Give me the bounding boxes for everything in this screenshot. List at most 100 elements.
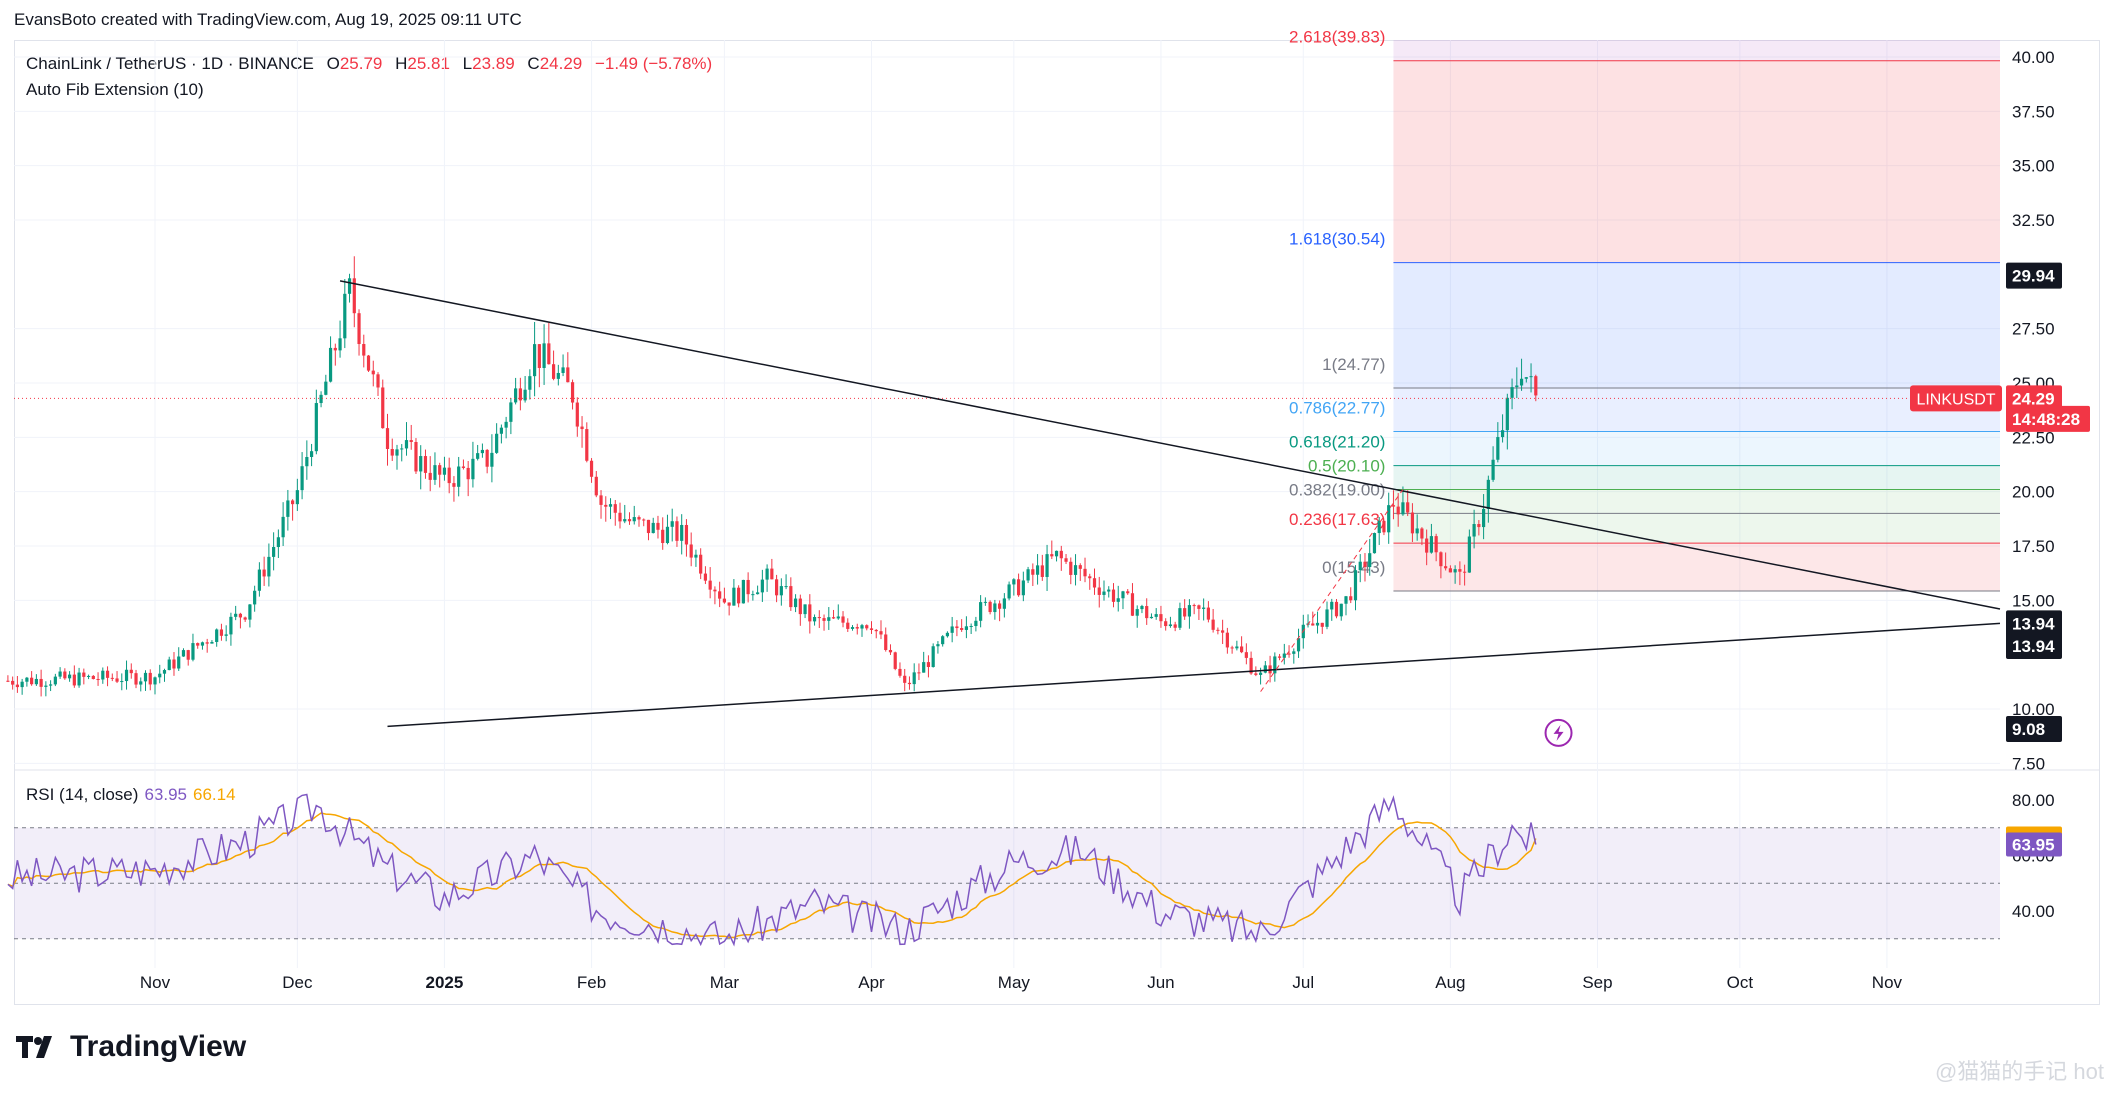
- candle-body: [656, 522, 660, 530]
- candle-body: [865, 625, 869, 629]
- candle-body: [476, 453, 480, 459]
- fib-level-label: 0(15.43): [1322, 558, 1385, 577]
- candle-body: [879, 631, 883, 635]
- candle-body: [1353, 570, 1358, 601]
- candle-body: [1135, 609, 1139, 616]
- candle-body: [570, 382, 575, 403]
- candle-body: [646, 519, 651, 534]
- price-tag: [2006, 715, 2062, 742]
- indicator-legend[interactable]: Auto Fib Extension (10): [26, 80, 204, 99]
- chart-credit: EvansBoto created with TradingView.com, …: [14, 10, 522, 29]
- x-tick-label: Feb: [577, 973, 606, 992]
- price-tag: [2006, 610, 2062, 637]
- candle-body: [1486, 479, 1490, 509]
- chart-frame: [14, 40, 2100, 1005]
- candle-body: [1249, 657, 1253, 674]
- candle-body: [177, 656, 181, 669]
- candle-body: [746, 579, 750, 595]
- candle-body: [893, 652, 897, 669]
- candle-body: [172, 659, 176, 669]
- candle-body: [267, 556, 271, 577]
- fib-level-label: 2.618(39.83): [1289, 28, 1385, 47]
- x-tick-label: Sep: [1582, 973, 1612, 992]
- close-label: C: [527, 54, 540, 73]
- candle-body: [452, 483, 456, 487]
- tradingview-logo[interactable]: TradingView: [16, 1030, 246, 1064]
- candle-body: [1045, 554, 1049, 577]
- y-tick-label: 15.00: [2012, 591, 2055, 610]
- candle-body: [314, 403, 318, 452]
- candle-body: [950, 626, 954, 633]
- candle-body: [798, 598, 802, 615]
- candle-body: [1325, 609, 1329, 627]
- candle-body: [784, 586, 788, 588]
- candle-body: [1016, 579, 1021, 596]
- candle-body: [542, 343, 546, 368]
- candle-body: [1140, 606, 1144, 610]
- candle-body: [594, 476, 598, 496]
- fib-level-label: 0.618(21.20): [1289, 433, 1385, 452]
- high-value: 25.81: [407, 54, 450, 73]
- candle-body: [760, 579, 764, 593]
- rsi-y-tick-label: 40.00: [2012, 902, 2055, 921]
- candle-body: [1083, 568, 1087, 577]
- symbol-price-tag-label: LINKUSDT: [1916, 391, 1995, 408]
- candle-body: [1192, 605, 1196, 607]
- candle-body: [575, 402, 579, 427]
- candle-body: [129, 669, 133, 674]
- candle-body: [547, 343, 551, 365]
- candle-body: [1107, 589, 1111, 592]
- candle-body: [305, 457, 309, 467]
- candle-body: [1282, 653, 1286, 658]
- candle-body: [1111, 589, 1116, 602]
- candle-body: [148, 672, 152, 685]
- candle-body: [1320, 622, 1324, 627]
- candle-body: [44, 685, 48, 687]
- y-tick-label: 7.50: [2012, 754, 2045, 773]
- y-tick-label: 27.50: [2012, 320, 2055, 339]
- candle-body: [134, 673, 138, 685]
- candle-body: [684, 524, 689, 545]
- candle-body: [1467, 536, 1471, 573]
- candle-body: [347, 278, 352, 294]
- y-tick-label: 37.50: [2012, 102, 2055, 121]
- candle-body: [262, 569, 266, 577]
- candle-body: [774, 579, 779, 596]
- price-tag: [2006, 632, 2062, 659]
- candle-body: [1420, 528, 1424, 539]
- candles[interactable]: [6, 256, 1538, 697]
- candle-body: [680, 524, 684, 541]
- candle-body: [1330, 601, 1334, 610]
- candle-body: [1500, 430, 1505, 438]
- ascending-support-trendline[interactable]: [387, 622, 2001, 728]
- descending-resistance-trendline[interactable]: [339, 280, 2001, 610]
- price-tag: [2006, 405, 2090, 432]
- candle-body: [1145, 606, 1149, 619]
- price-tag-label: 29.94: [2012, 267, 2055, 286]
- symbol-name[interactable]: ChainLink / TetherUS · 1D · BINANCE: [26, 54, 314, 73]
- candle-body: [1168, 624, 1173, 627]
- candle-body: [191, 643, 195, 660]
- candle-body: [632, 517, 636, 522]
- candle-body: [295, 490, 299, 505]
- candle-body: [623, 519, 627, 522]
- candle-body: [362, 344, 366, 356]
- candle-body: [1183, 608, 1187, 617]
- candle-body: [1031, 569, 1035, 575]
- candle-body: [395, 449, 399, 456]
- candle-body: [49, 684, 53, 686]
- candle-body: [765, 568, 769, 580]
- candle-body: [903, 675, 907, 683]
- candle-body: [343, 293, 347, 339]
- candle-body: [874, 629, 878, 632]
- candle-body: [30, 677, 34, 685]
- candle-body: [1092, 578, 1097, 588]
- symbol-legend[interactable]: ChainLink / TetherUS · 1D · BINANCE O25.…: [26, 54, 712, 74]
- fib-level-label: 1.618(30.54): [1289, 230, 1385, 249]
- candle-body: [898, 668, 902, 676]
- candle-body: [1064, 558, 1068, 562]
- candle-body: [53, 676, 57, 685]
- candle-body: [1040, 565, 1044, 577]
- candle-body: [699, 554, 703, 574]
